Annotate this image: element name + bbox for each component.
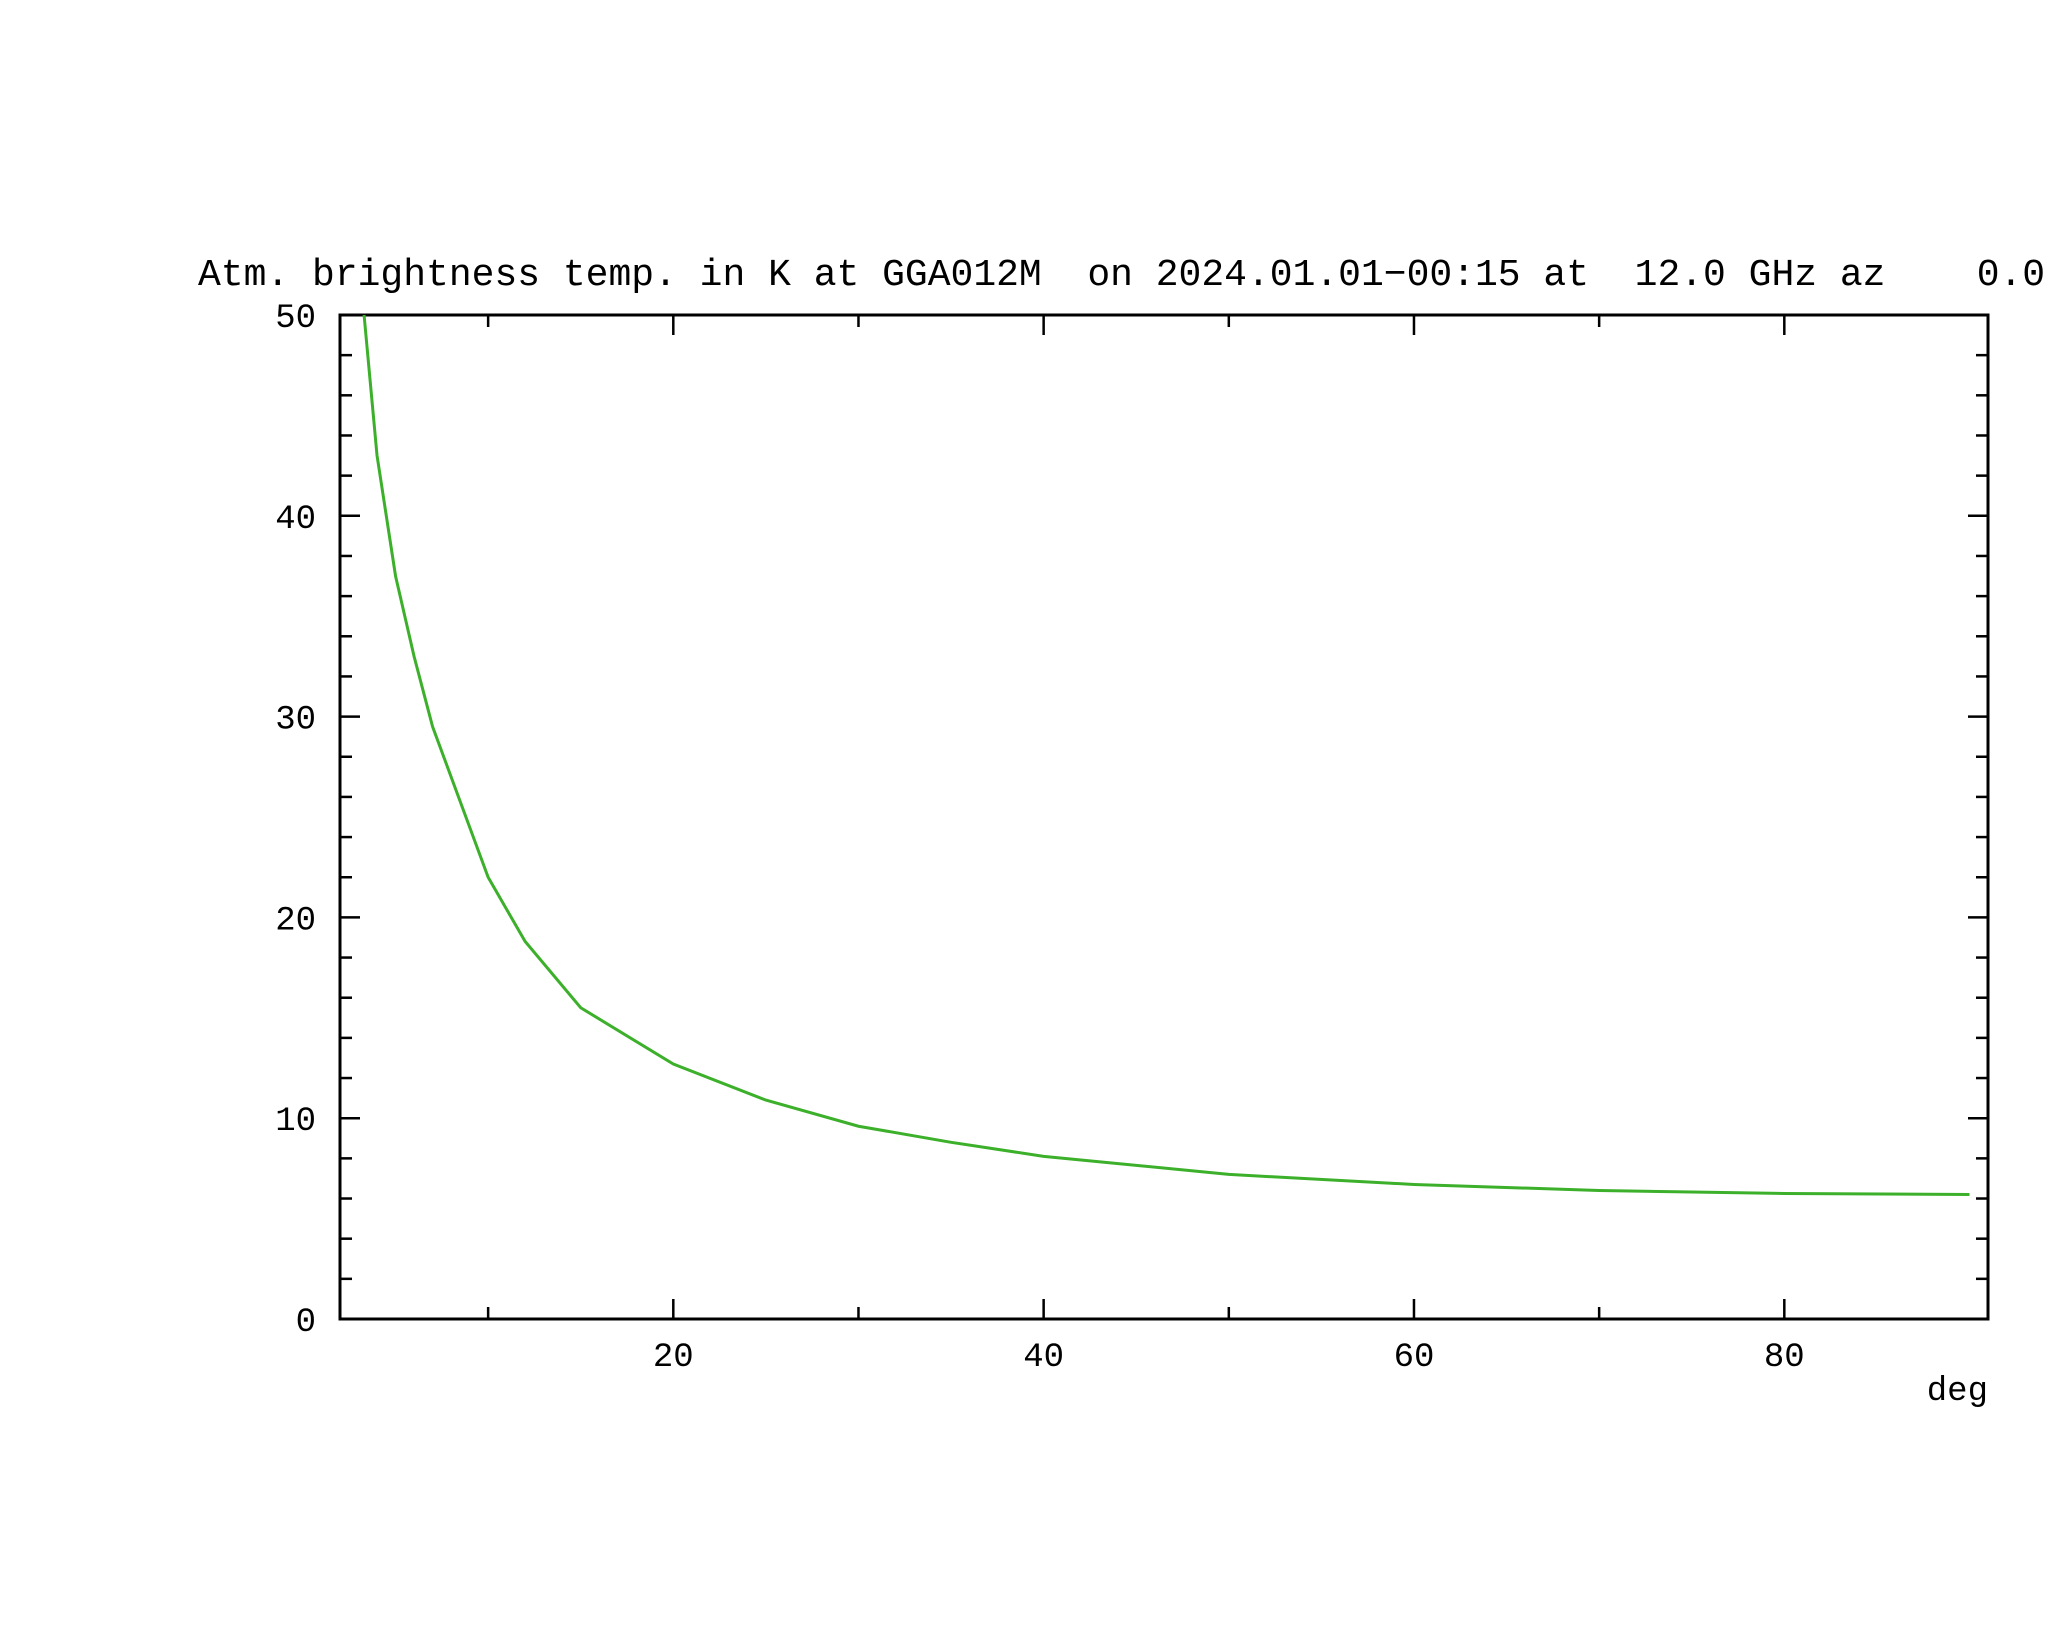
x-tick-label: 60 [1394,1339,1435,1377]
x-tick-label: 40 [1023,1339,1064,1377]
y-tick-label: 20 [275,902,316,940]
chart-title: Atm. brightness temp. in K at GGA012M on… [198,254,2045,297]
plot-frame [338,313,1990,1321]
y-tick-label: 40 [275,501,316,539]
x-axis-label: deg [1927,1373,1988,1411]
data-line [362,314,1970,1197]
x-tick-label: 20 [653,1339,694,1377]
y-tick-label: 50 [275,300,316,338]
y-tick-label: 0 [296,1304,316,1342]
y-tick-label: 10 [275,1103,316,1141]
y-tick-label: 30 [275,702,316,740]
x-tick-label: 80 [1764,1339,1805,1377]
